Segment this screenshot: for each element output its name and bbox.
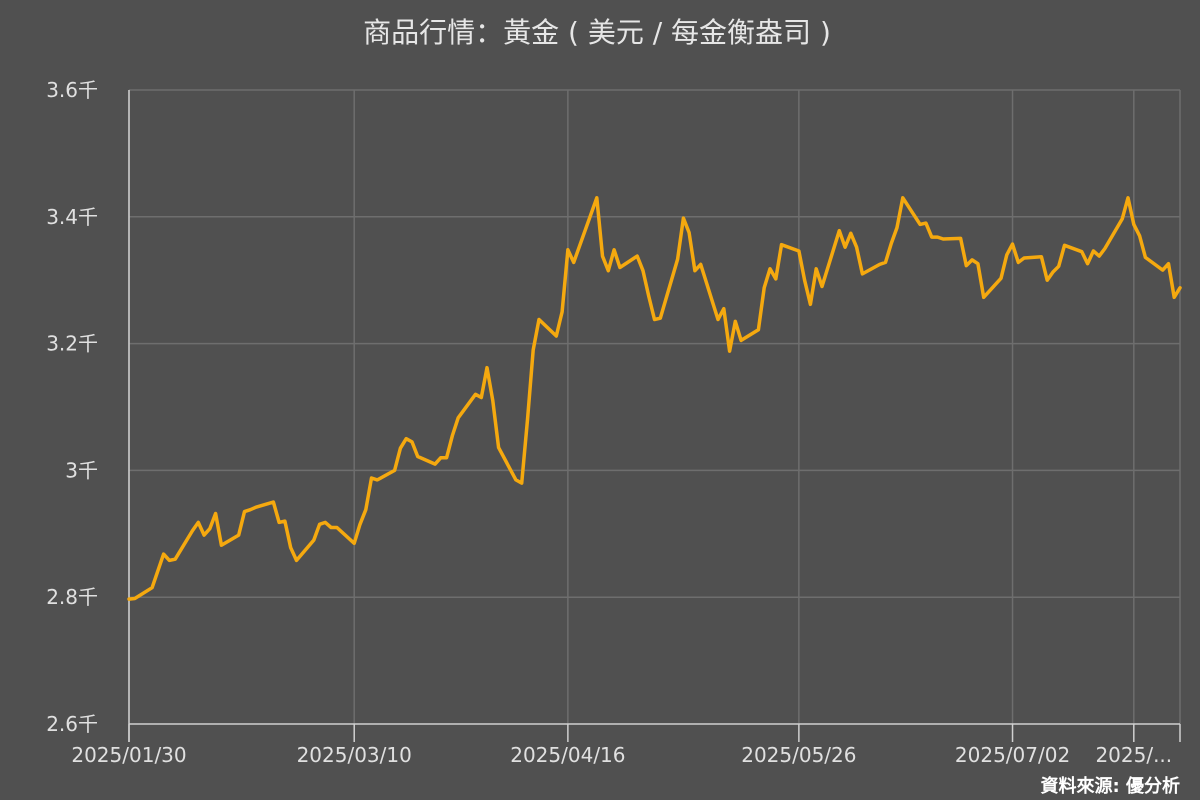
gold-price-line	[127, 196, 1182, 601]
y-tick-label: 3千	[65, 458, 98, 482]
x-tick-label: 2025/07/02	[955, 743, 1070, 767]
y-tick-label: 2.8千	[46, 585, 98, 609]
y-tick-label: 3.6千	[46, 78, 98, 102]
gridlines	[128, 89, 1181, 724]
source-note: 資料來源: 優分析	[1041, 775, 1180, 797]
y-tick-label: 2.6千	[46, 712, 98, 736]
axes: 2.6千 2.8千 3千 3.2千 3.4千 3.6千 2025/01/30 2025/03/…	[46, 78, 1181, 767]
y-tick-label: 3.2千	[46, 332, 98, 356]
chart-title: 商品行情：黃金 ( 美元 / 每金衡盎司 )	[363, 16, 831, 49]
x-tick-label: 2025/05/26	[741, 743, 856, 767]
x-tick-label: 2025/...	[1095, 743, 1172, 767]
x-tick-label: 2025/04/16	[510, 743, 625, 767]
y-tick-label: 3.4千	[46, 205, 98, 229]
x-tick-label: 2025/03/10	[297, 743, 412, 767]
x-tick-label: 2025/01/30	[71, 743, 186, 767]
series-layer	[127, 196, 1182, 601]
